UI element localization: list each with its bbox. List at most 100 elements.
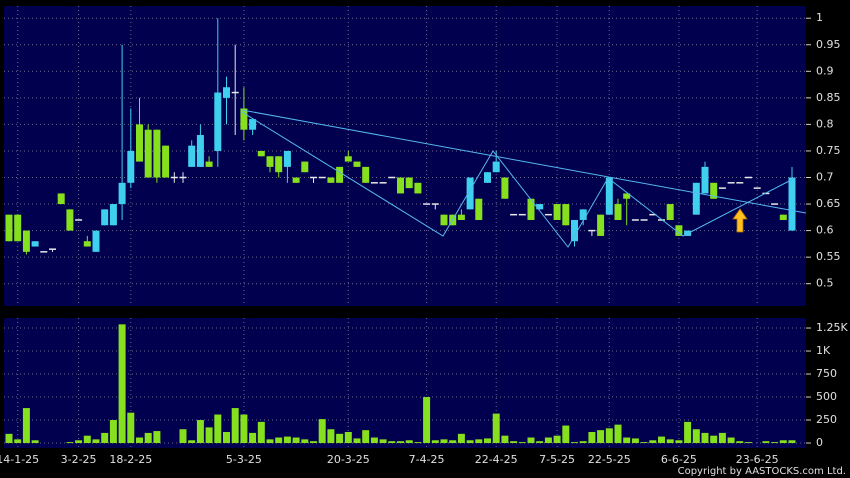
- candle-body: [414, 182, 422, 194]
- volume-bar: [536, 441, 544, 444]
- y-tick-label: 750: [816, 367, 837, 380]
- candle-body: [405, 177, 413, 189]
- volume-bar: [92, 439, 100, 444]
- volume-bar: [492, 413, 500, 444]
- candle-body: [266, 156, 274, 167]
- x-tick-label: 18-2-25: [109, 453, 152, 466]
- volume-bar: [788, 440, 796, 444]
- volume-bar: [779, 440, 787, 444]
- candle-body: [205, 161, 213, 167]
- candle-body: [336, 166, 344, 183]
- volume-bar: [414, 442, 422, 444]
- volume-bar: [266, 439, 274, 444]
- y-tick-label: 0.75: [816, 144, 841, 157]
- candle-body: [275, 156, 283, 173]
- volume-bar: [692, 429, 700, 444]
- volume-bar: [188, 440, 196, 444]
- candle-body: [475, 198, 483, 220]
- volume-bar: [83, 435, 91, 444]
- volume-bar: [431, 440, 439, 444]
- volume-bar: [336, 433, 344, 444]
- candle-body: [57, 193, 65, 205]
- candle-body: [344, 156, 352, 162]
- volume-bar: [710, 435, 718, 444]
- volume-bar: [762, 441, 770, 444]
- candle-body: [397, 177, 404, 194]
- candle-body: [153, 129, 161, 178]
- trendline: [241, 109, 807, 214]
- candle-body: [571, 219, 578, 242]
- volume-bar: [362, 430, 370, 444]
- volume-bar: [318, 419, 326, 444]
- y-tick-label: 0.85: [816, 91, 841, 104]
- volume-bar: [153, 431, 161, 444]
- y-tick-label: 0.9: [816, 64, 834, 77]
- volume-bar: [344, 431, 352, 444]
- candle-body: [223, 87, 230, 98]
- volume-bar: [310, 441, 317, 444]
- y-tick-label: 1K: [816, 344, 831, 357]
- volume-bar: [631, 438, 639, 444]
- y-tick-label: 0: [816, 436, 823, 449]
- candle-body: [579, 209, 587, 220]
- marks: [5, 18, 796, 444]
- volume-bar: [301, 439, 309, 444]
- y-tick-label: 0.6: [816, 224, 834, 237]
- volume-bar: [283, 436, 291, 444]
- volume-bar: [423, 397, 431, 444]
- volume-bar: [223, 431, 230, 444]
- candle-body: [66, 209, 74, 231]
- candle-body: [562, 204, 570, 226]
- y-tick-label: 1.25K: [816, 321, 848, 334]
- candle-body: [196, 135, 204, 167]
- volume-bar: [127, 412, 135, 444]
- y-tick-label: 0.5: [816, 277, 834, 290]
- candle-body: [136, 124, 143, 162]
- volume-bar: [675, 440, 683, 444]
- volume-bar: [666, 439, 674, 444]
- volume-panel: [4, 318, 806, 448]
- volume-bar: [736, 441, 744, 444]
- candle-body: [362, 166, 370, 183]
- volume-bar: [214, 414, 222, 444]
- candle-body: [109, 204, 117, 226]
- y-tick-label: 250: [816, 413, 837, 426]
- candle-body: [283, 150, 291, 167]
- volume-bar: [275, 437, 283, 444]
- volume-bar: [379, 439, 387, 444]
- volume-bar: [136, 437, 143, 444]
- candle-body: [22, 230, 30, 252]
- candle-body: [492, 161, 500, 173]
- volume-bar: [597, 430, 605, 444]
- volume-bar: [579, 441, 587, 444]
- volume-bar: [571, 442, 578, 444]
- candle-body: [440, 214, 448, 226]
- volume-bar: [553, 435, 561, 444]
- volume-bar: [179, 429, 187, 444]
- candle-body: [257, 150, 265, 157]
- candle-body: [118, 182, 126, 205]
- zigzag: [241, 111, 796, 248]
- volume-bar: [14, 439, 22, 444]
- volume-bar: [605, 428, 613, 444]
- candle-body: [249, 119, 257, 130]
- x-tick-label: 7-5-25: [539, 453, 575, 466]
- price-panel: [4, 6, 806, 306]
- volume-bar: [484, 438, 491, 444]
- candle-body: [675, 225, 683, 236]
- volume-bar: [562, 425, 570, 444]
- y-tick-label: 1: [816, 11, 823, 24]
- volume-bar: [649, 440, 657, 444]
- volume-bar: [196, 420, 204, 444]
- labels: 1 0.95 0.9 0.85 0.8 0.75 0.7 0.65 0.6 0.55 0.5 1.25…: [0, 11, 848, 466]
- candle-body: [127, 150, 135, 183]
- volume-bar: [501, 435, 509, 444]
- volume-bar: [249, 432, 257, 444]
- y-tick-label: 0.65: [816, 197, 841, 210]
- candle-body: [327, 177, 335, 183]
- candle-body: [605, 177, 613, 215]
- volume-bar: [588, 431, 596, 444]
- candle-body: [466, 177, 474, 210]
- candle-body: [162, 145, 170, 178]
- candle-body: [5, 214, 13, 242]
